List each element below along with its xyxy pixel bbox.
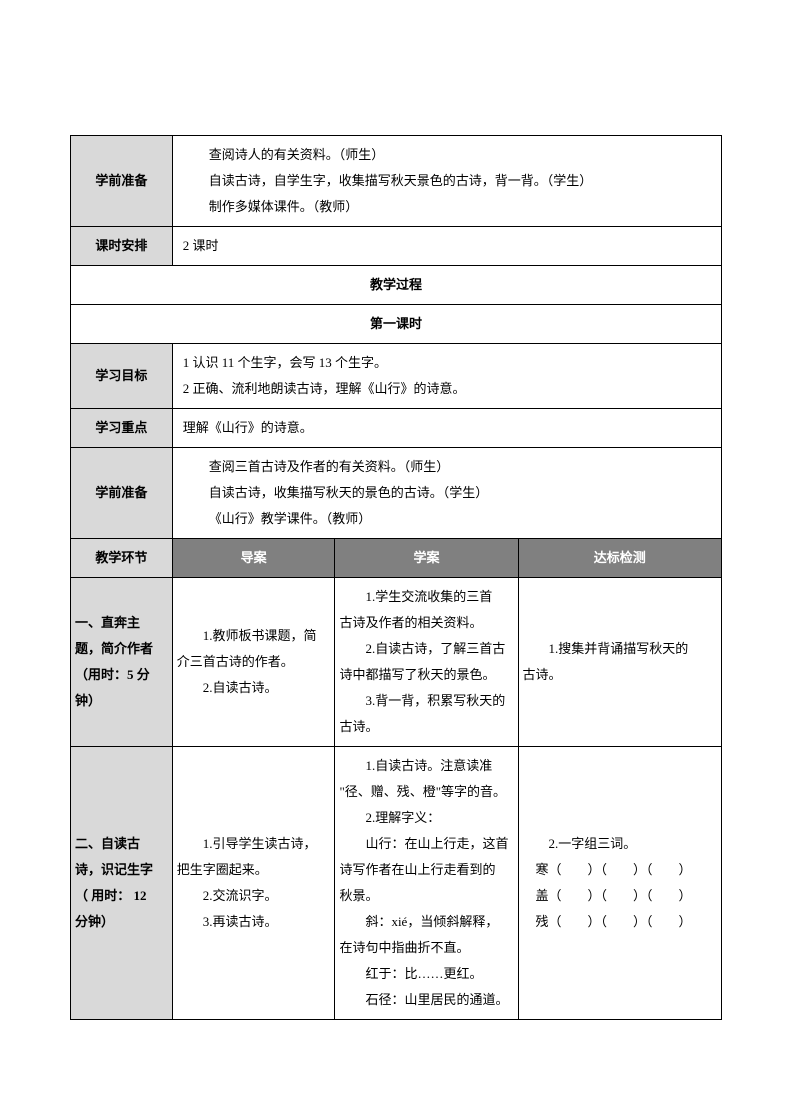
text-line: 1 认识 11 个生字，会写 13 个生字。: [183, 350, 717, 376]
subheader-dabiao: 达标检测: [518, 539, 721, 578]
content-cell: 2 课时: [172, 227, 721, 266]
label-preparation: 学前准备: [71, 136, 173, 227]
text-line: 把生字圈起来。: [177, 857, 331, 883]
content-cell: 理解《山行》的诗意。: [172, 409, 721, 448]
text-line: 古诗。: [523, 662, 717, 688]
text-line: 制作多媒体课件。（教师）: [183, 194, 717, 220]
lesson-plan-table: 学前准备 查阅诗人的有关资料。（师生） 自读古诗，自学生字，收集描写秋天景色的古…: [70, 135, 722, 1020]
content-cell: 查阅三首古诗及作者的有关资料。（师生） 自读古诗，收集描写秋天的景色的古诗。（学…: [172, 448, 721, 539]
table-row: 教学过程: [71, 266, 722, 305]
table-row: 一、直奔主 题，简介作者 （用时：5 分 钟） 1.教师板书课题，简 介三首古诗…: [71, 578, 722, 747]
text-line: 1.教师板书课题，简: [177, 623, 331, 649]
activity-label: 一、直奔主 题，简介作者 （用时：5 分 钟）: [71, 578, 173, 747]
table-row: 课时安排 2 课时: [71, 227, 722, 266]
text-line: 2.自读古诗，了解三首古: [339, 636, 513, 662]
text-line: 一、直奔主: [75, 610, 168, 636]
text-line: 1.引导学生读古诗，: [177, 831, 331, 857]
content-cell: 1 认识 11 个生字，会写 13 个生字。 2 正确、流利地朗读古诗，理解《山…: [172, 344, 721, 409]
daoan-cell: 1.教师板书课题，简 介三首古诗的作者。 2.自读古诗。: [172, 578, 335, 747]
table-row: 学前准备 查阅三首古诗及作者的有关资料。（师生） 自读古诗，收集描写秋天的景色的…: [71, 448, 722, 539]
text-line: 《山行》教学课件。（教师）: [183, 506, 717, 532]
text-line: 斜：xié，当倾斜解释，: [339, 909, 513, 935]
text-line: 自读古诗，自学生字，收集描写秋天景色的古诗，背一背。（学生）: [183, 168, 717, 194]
text-line: 在诗句中指曲折不直。: [339, 935, 513, 961]
table-row: 教学环节 导案 学案 达标检测: [71, 539, 722, 578]
text-line: 查阅诗人的有关资料。（师生）: [183, 142, 717, 168]
xuean-cell: 1.学生交流收集的三首 古诗及作者的相关资料。 2.自读古诗，了解三首古 诗中都…: [335, 578, 518, 747]
table-row: 学习目标 1 认识 11 个生字，会写 13 个生字。 2 正确、流利地朗读古诗…: [71, 344, 722, 409]
dabiao-cell: 2.一字组三词。 寒（ ）（ ）（ ） 盖（ ）（ ）（ ） 残（ ）（ ）（ …: [518, 747, 721, 1020]
text-line: 诗，识记生字: [75, 857, 168, 883]
subheader-xuean: 学案: [335, 539, 518, 578]
section-header: 第一课时: [71, 305, 722, 344]
text-line: 2.交流识字。: [177, 883, 331, 909]
label-preparation: 学前准备: [71, 448, 173, 539]
activity-label: 二、自读古 诗，识记生字 （ 用时： 12 分钟）: [71, 747, 173, 1020]
text-line: 1.搜集并背诵描写秋天的: [523, 636, 717, 662]
text-line: 2.一字组三词。: [523, 831, 717, 857]
text-line: 分钟）: [75, 909, 168, 935]
section-header: 教学过程: [71, 266, 722, 305]
text-line: 1.学生交流收集的三首: [339, 584, 513, 610]
text-line: 诗中都描写了秋天的景色。: [339, 662, 513, 688]
label-schedule: 课时安排: [71, 227, 173, 266]
text-line: （用时：5 分: [75, 662, 168, 688]
table-row: 第一课时: [71, 305, 722, 344]
daoan-cell: 1.引导学生读古诗， 把生字圈起来。 2.交流识字。 3.再读古诗。: [172, 747, 335, 1020]
text-line: 查阅三首古诗及作者的有关资料。（师生）: [183, 454, 717, 480]
text-line: 1.自读古诗。注意读准: [339, 753, 513, 779]
text-line: "径、赠、残、橙"等字的音。: [339, 779, 513, 805]
label-objective: 学习目标: [71, 344, 173, 409]
table-row: 学习重点 理解《山行》的诗意。: [71, 409, 722, 448]
text-line: 古诗。: [339, 714, 513, 740]
text-line: 3.再读古诗。: [177, 909, 331, 935]
content-cell: 查阅诗人的有关资料。（师生） 自读古诗，自学生字，收集描写秋天景色的古诗，背一背…: [172, 136, 721, 227]
table-row: 学前准备 查阅诗人的有关资料。（师生） 自读古诗，自学生字，收集描写秋天景色的古…: [71, 136, 722, 227]
text-line: 残（ ）（ ）（ ）: [523, 909, 717, 935]
subheader-segment: 教学环节: [71, 539, 173, 578]
text-line: 诗写作者在山上行走看到的: [339, 857, 513, 883]
text-line: 钟）: [75, 688, 168, 714]
text-line: 2.理解字义：: [339, 805, 513, 831]
text-line: 盖（ ）（ ）（ ）: [523, 883, 717, 909]
text-line: 3.背一背，积累写秋天的: [339, 688, 513, 714]
text-line: 山行：在山上行走，这首: [339, 831, 513, 857]
text-line: 自读古诗，收集描写秋天的景色的古诗。（学生）: [183, 480, 717, 506]
table-row: 二、自读古 诗，识记生字 （ 用时： 12 分钟） 1.引导学生读古诗， 把生字…: [71, 747, 722, 1020]
text-line: 2.自读古诗。: [177, 675, 331, 701]
text-line: 寒（ ）（ ）（ ）: [523, 857, 717, 883]
text-line: 石径：山里居民的通道。: [339, 987, 513, 1013]
text-line: 2 正确、流利地朗读古诗，理解《山行》的诗意。: [183, 376, 717, 402]
dabiao-cell: 1.搜集并背诵描写秋天的 古诗。: [518, 578, 721, 747]
text-line: 题，简介作者: [75, 636, 168, 662]
text-line: 二、自读古: [75, 831, 168, 857]
text-line: 红于：比……更红。: [339, 961, 513, 987]
text-line: （ 用时： 12: [75, 883, 168, 909]
xuean-cell: 1.自读古诗。注意读准 "径、赠、残、橙"等字的音。 2.理解字义： 山行：在山…: [335, 747, 518, 1020]
subheader-daoan: 导案: [172, 539, 335, 578]
text-line: 介三首古诗的作者。: [177, 649, 331, 675]
text-line: 秋景。: [339, 883, 513, 909]
text-line: 古诗及作者的相关资料。: [339, 610, 513, 636]
label-keypoint: 学习重点: [71, 409, 173, 448]
